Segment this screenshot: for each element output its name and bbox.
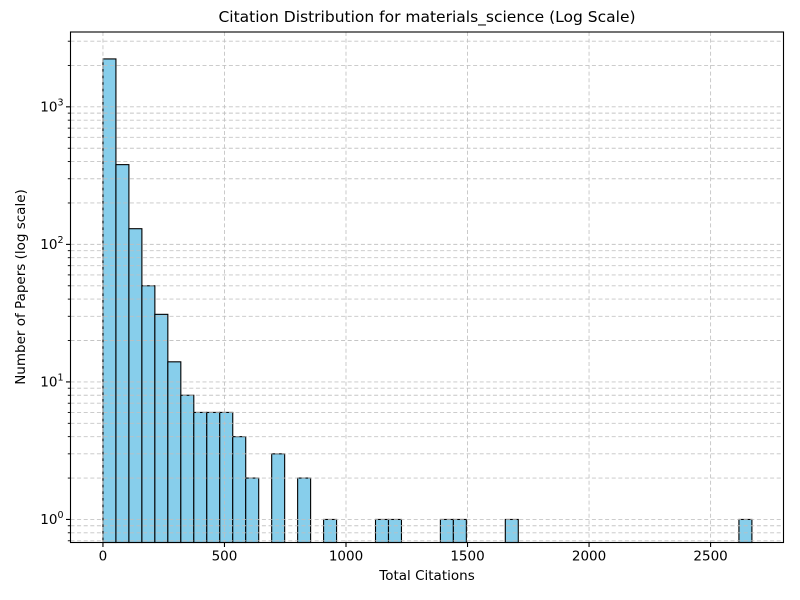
x-axis-label: Total Citations [379, 568, 475, 584]
histogram-bar [323, 518, 338, 544]
y-tick-label: 102 [40, 235, 63, 253]
histogram-bar [738, 518, 753, 544]
x-tick-label: 500 [212, 549, 238, 565]
axes-frame [69, 31, 785, 544]
y-tick-label: 101 [40, 372, 63, 390]
x-tick-label: 1000 [329, 549, 363, 565]
histogram-bar [271, 453, 286, 544]
histogram-bar [439, 518, 454, 544]
histogram-bar [452, 518, 467, 544]
x-tick-label: 1500 [450, 549, 484, 565]
y-axis-label: Number of Papers (log scale) [13, 189, 29, 385]
histogram-bar [206, 411, 221, 544]
histogram-bar [128, 228, 143, 544]
y-tick-label: 103 [40, 97, 63, 115]
histogram-bar [219, 411, 234, 544]
x-tick-label: 2500 [693, 549, 727, 565]
histogram-bar [154, 313, 169, 544]
x-tick-label: 0 [99, 549, 108, 565]
x-tick-label: 2000 [572, 549, 606, 565]
histogram-bar [232, 436, 247, 544]
histogram-bar [193, 411, 208, 544]
histogram-bar [387, 518, 403, 544]
chart-title: Citation Distribution for materials_scie… [218, 8, 636, 26]
histogram-bar [141, 285, 156, 544]
histogram-bar [504, 518, 519, 544]
histogram-bar [374, 518, 390, 544]
histogram-bar [180, 394, 195, 544]
histogram-bar [102, 58, 117, 544]
histogram-bar [115, 164, 130, 544]
histogram-bar [167, 361, 182, 544]
y-tick-label: 100 [40, 510, 63, 528]
